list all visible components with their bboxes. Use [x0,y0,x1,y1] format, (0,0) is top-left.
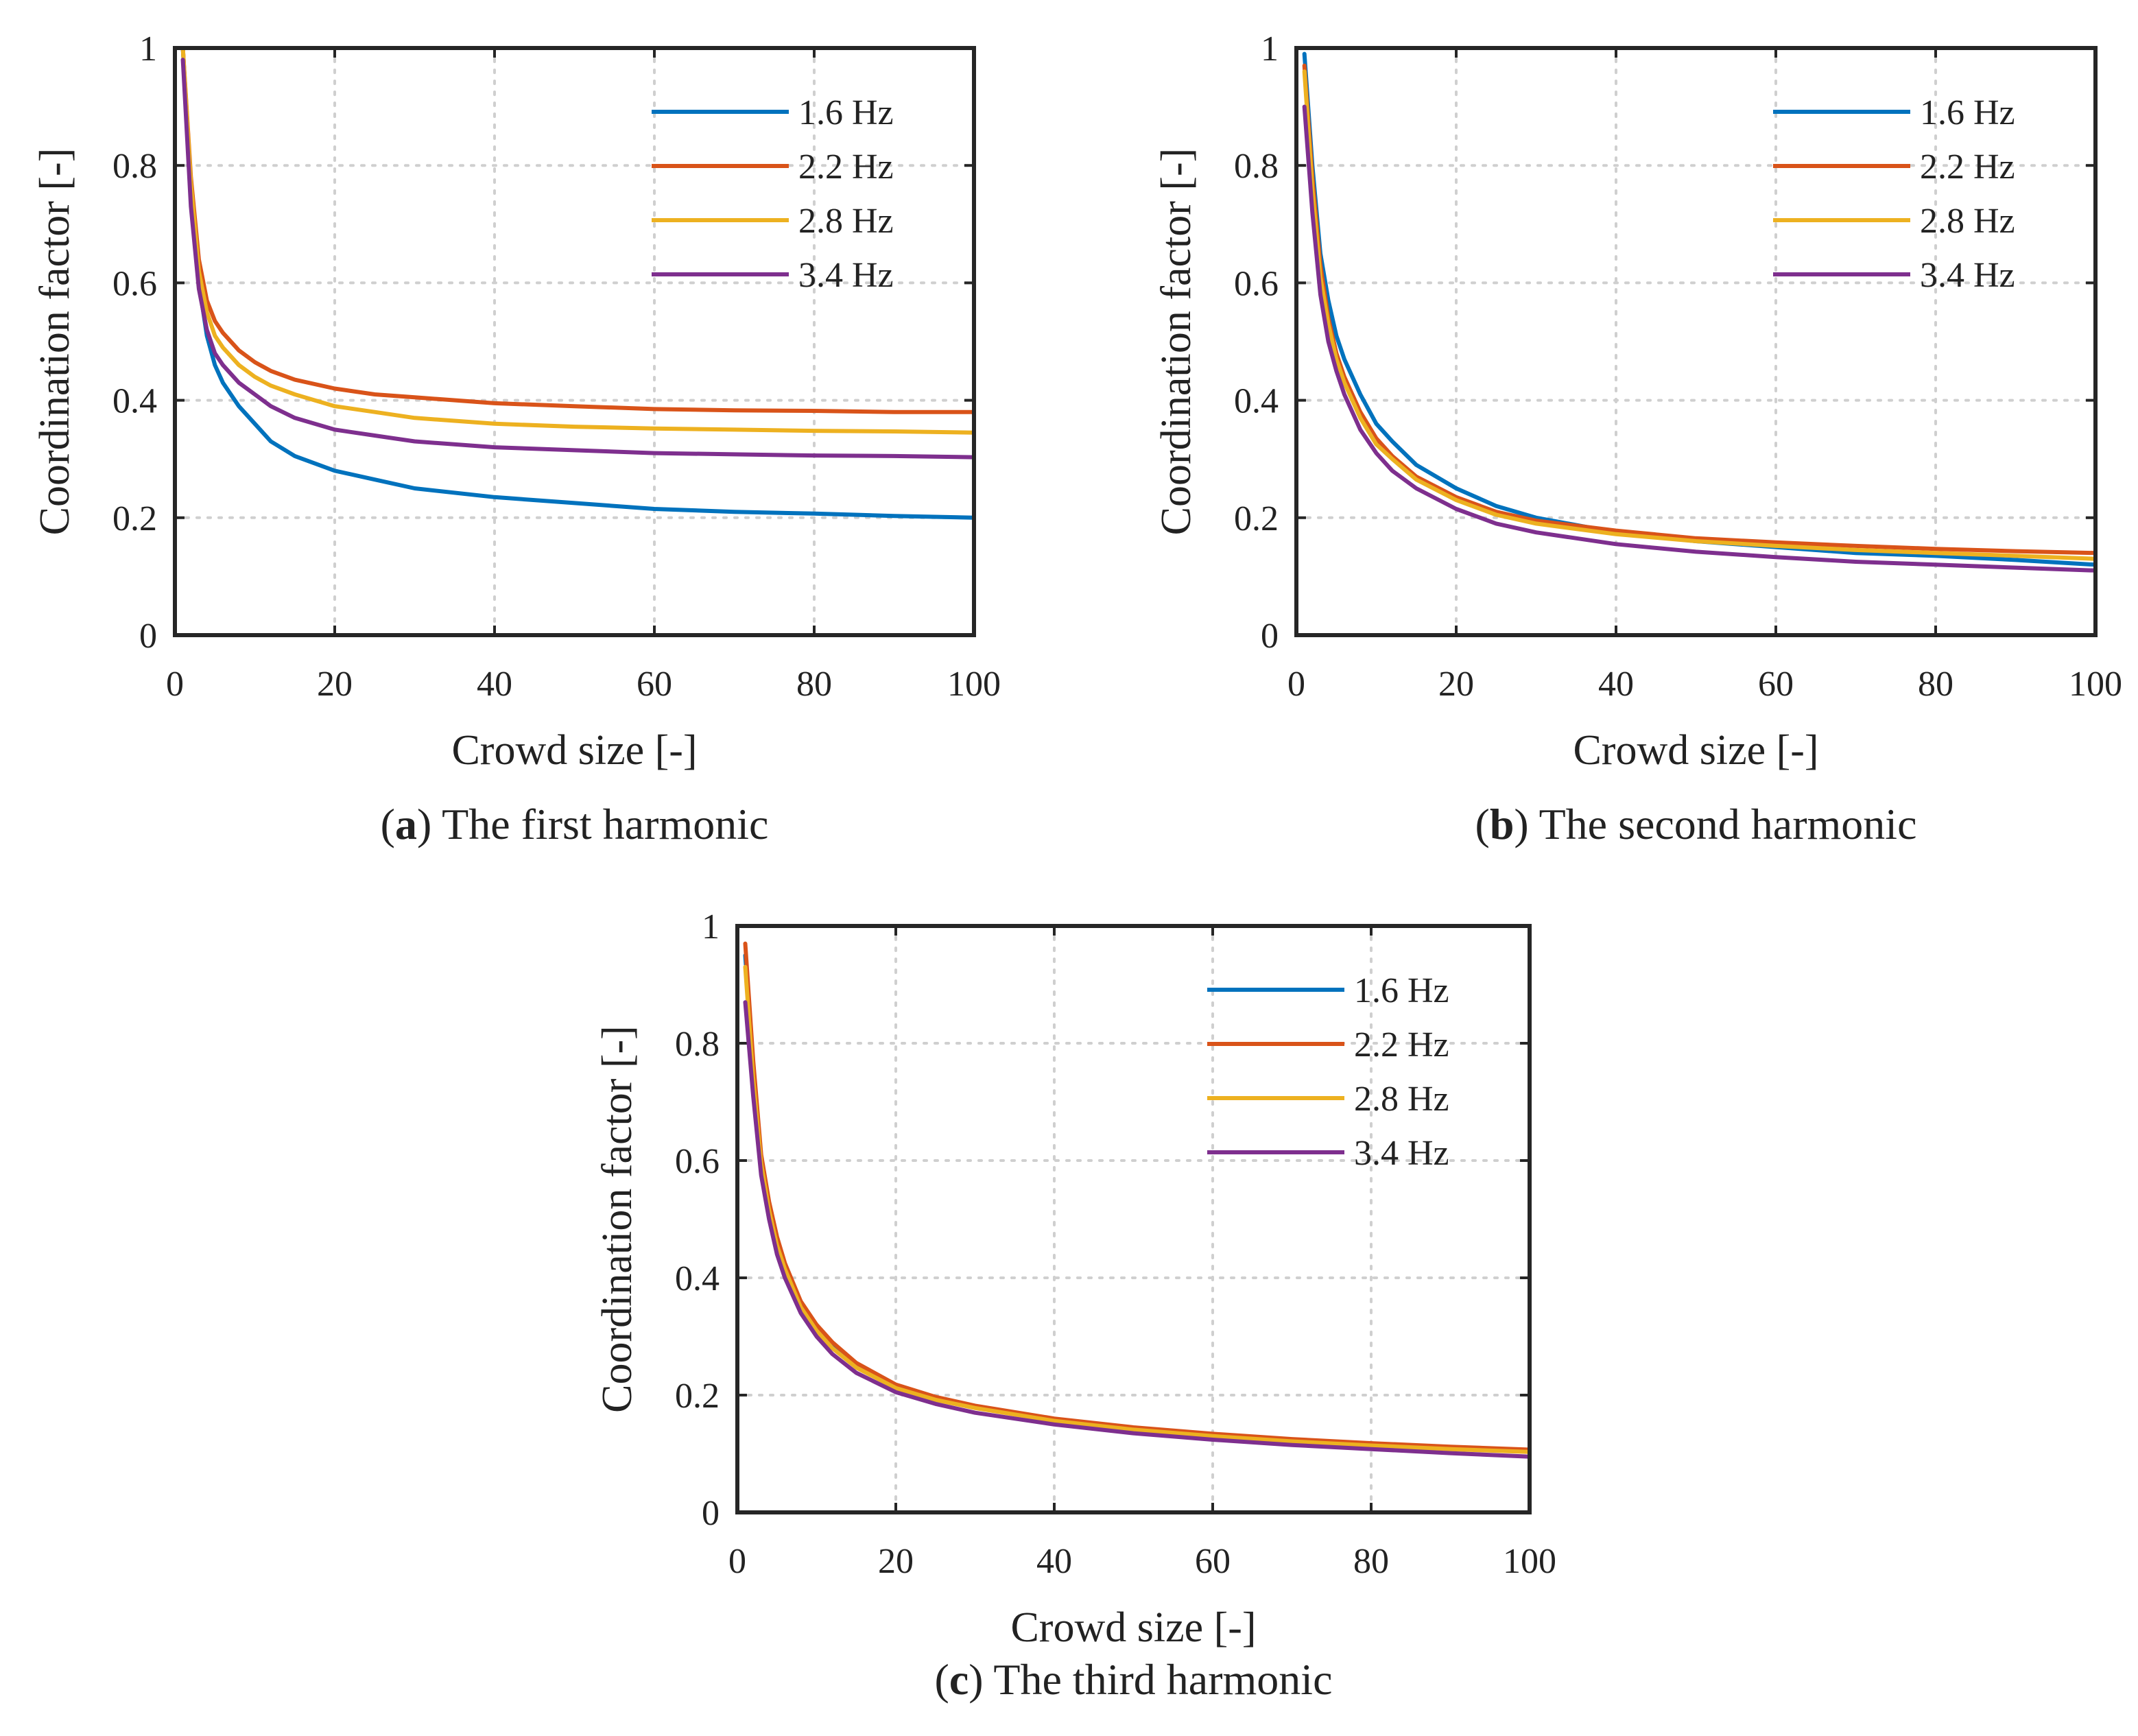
series-line-3-4-hz [180,58,976,460]
series-line-2-2-hz [180,46,976,414]
y-axis-label: Coordination factor [-] [594,1025,641,1413]
axes-frame [173,46,976,637]
caption-title: The first harmonic [442,800,768,848]
y-tick-label: 1 [1261,29,1279,69]
caption-close-paren: ) [969,1655,993,1704]
legend-label-2-2-hz: 2.2 Hz [1920,147,2015,187]
y-tick-label: 0.2 [675,1377,720,1416]
y-tick-label: 0.6 [675,1142,720,1181]
x-tick-label: 80 [1353,1542,1389,1581]
series-line-1-6-hz [180,46,976,520]
y-tick-label: 0.4 [112,382,157,421]
x-tick-label: 20 [878,1542,914,1581]
caption-close-paren: ) [417,800,442,848]
x-tick-label: 40 [477,665,512,704]
series-lines [180,46,976,520]
y-tick-label: 0.4 [675,1259,720,1298]
caption-open-paren: ( [1475,800,1490,848]
axes-frame [1294,46,2098,637]
y-tick-label: 0.4 [1234,382,1279,421]
x-tick-label: 0 [166,665,184,704]
y-axis-label: Coordination factor [-] [32,148,78,536]
y-tick-label: 0 [1261,617,1279,656]
x-tick-label: 60 [1195,1542,1231,1581]
series-line-2-2-hz [1302,63,2098,556]
series-line-2-8-hz [180,46,976,435]
series-line-2-2-hz [743,941,1532,1452]
x-tick-label: 60 [1758,665,1794,704]
legend-label-1-6-hz: 1.6 Hz [1354,971,1449,1010]
x-tick-label: 0 [1287,665,1305,704]
legend-label-2-8-hz: 2.8 Hz [1920,202,2015,241]
y-axis-label: Coordination factor [-] [1153,148,1200,536]
legend-label-2-8-hz: 2.8 Hz [798,202,894,241]
caption-close-paren: ) [1514,800,1539,848]
legend-label-3-4-hz: 3.4 Hz [798,256,894,295]
x-tick-label: 40 [1036,1542,1072,1581]
y-tick-label: 0.8 [112,147,157,186]
x-tick-label: 80 [1918,665,1953,704]
x-tick-label: 40 [1598,665,1634,704]
chart-panel-b: 0 20 40 60 80 100 0 0.2 0.4 0.6 0.8 1 1.6 Hz 2.2 Hz 2.… [1153,29,2122,848]
legend-label-2-8-hz: 2.8 Hz [1354,1080,1449,1119]
y-tick-label: 0.8 [1234,147,1279,186]
x-tick-label: 60 [637,665,672,704]
x-axis-label: Crowd size [-] [451,727,697,774]
caption-title: The third harmonic [993,1655,1332,1704]
series-line-2-8-hz [1302,69,2098,561]
chart-panel-c: 0 20 40 60 80 100 0 0.2 0.4 0.6 0.8 1 1.6 Hz 2.2 Hz 2.… [594,907,1556,1704]
x-tick-label: 0 [728,1542,746,1581]
series-line-1-6-hz [1302,51,2098,567]
legend: 1.6 Hz 2.2 Hz 2.8 Hz 3.4 Hz [652,93,894,295]
legend-label-1-6-hz: 1.6 Hz [798,93,894,132]
y-tick-label: 1 [702,907,720,947]
x-tick-label: 100 [2069,665,2122,704]
x-tick-label: 20 [317,665,353,704]
legend-label-3-4-hz: 3.4 Hz [1354,1134,1449,1173]
y-tick-label: 1 [139,29,157,69]
legend-label-2-2-hz: 2.2 Hz [1354,1025,1449,1065]
axes-frame [735,924,1532,1514]
series-line-3-4-hz [743,1000,1532,1459]
x-tick-label: 100 [1503,1542,1556,1581]
x-axis-label: Crowd size [-] [1010,1604,1256,1651]
caption-open-paren: ( [381,800,395,848]
panel-caption: (a) The first harmonic [381,800,769,848]
x-axis-label: Crowd size [-] [1573,727,1818,774]
legend: 1.6 Hz 2.2 Hz 2.8 Hz 3.4 Hz [1207,971,1449,1173]
y-tick-label: 0.2 [112,499,157,538]
series-lines [743,941,1532,1459]
legend-label-2-2-hz: 2.2 Hz [798,147,894,187]
caption-letter: a [395,800,417,848]
panel-caption: (b) The second harmonic [1475,800,1917,848]
legend-label-1-6-hz: 1.6 Hz [1920,93,2015,132]
chart-panel-a: 0 20 40 60 80 100 0 0.2 0.4 0.6 0.8 1 1.6 Hz 2.2 Hz 2.… [32,29,1001,848]
panel-caption: (c) The third harmonic [935,1655,1333,1704]
legend-label-3-4-hz: 3.4 Hz [1920,256,2015,295]
y-tick-label: 0 [139,617,157,656]
x-tick-label: 100 [947,665,1001,704]
y-tick-label: 0.6 [112,264,157,303]
caption-letter: c [949,1655,969,1704]
x-tick-label: 80 [796,665,832,704]
caption-letter: b [1490,800,1515,848]
y-tick-label: 0.8 [675,1025,720,1064]
series-lines [1302,51,2098,573]
y-tick-label: 0.2 [1234,499,1279,538]
y-tick-label: 0 [702,1494,720,1533]
caption-title: The second harmonic [1539,800,1917,848]
legend: 1.6 Hz 2.2 Hz 2.8 Hz 3.4 Hz [1773,93,2015,295]
y-tick-label: 0.6 [1234,264,1279,303]
series-line-3-4-hz [1302,104,2098,573]
caption-open-paren: ( [935,1655,949,1704]
x-tick-label: 20 [1438,665,1474,704]
